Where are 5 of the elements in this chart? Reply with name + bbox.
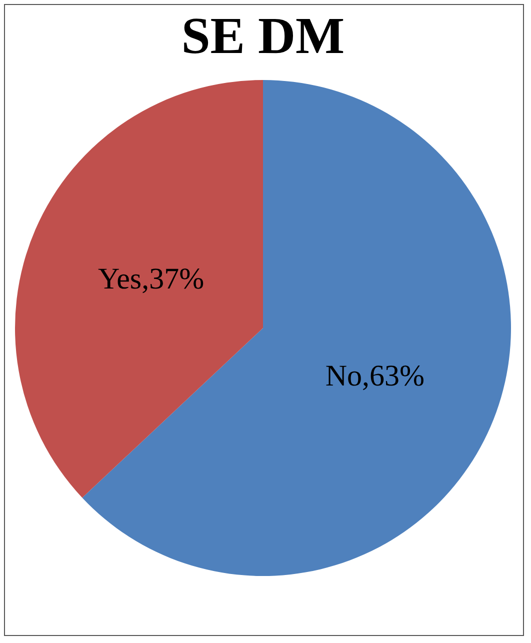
slice-label: Yes,37%	[98, 262, 204, 296]
slice-label: No,63%	[325, 359, 425, 392]
chart-title: SE DM	[181, 8, 345, 65]
pie-slice	[15, 80, 263, 498]
pie-slice	[82, 80, 511, 576]
